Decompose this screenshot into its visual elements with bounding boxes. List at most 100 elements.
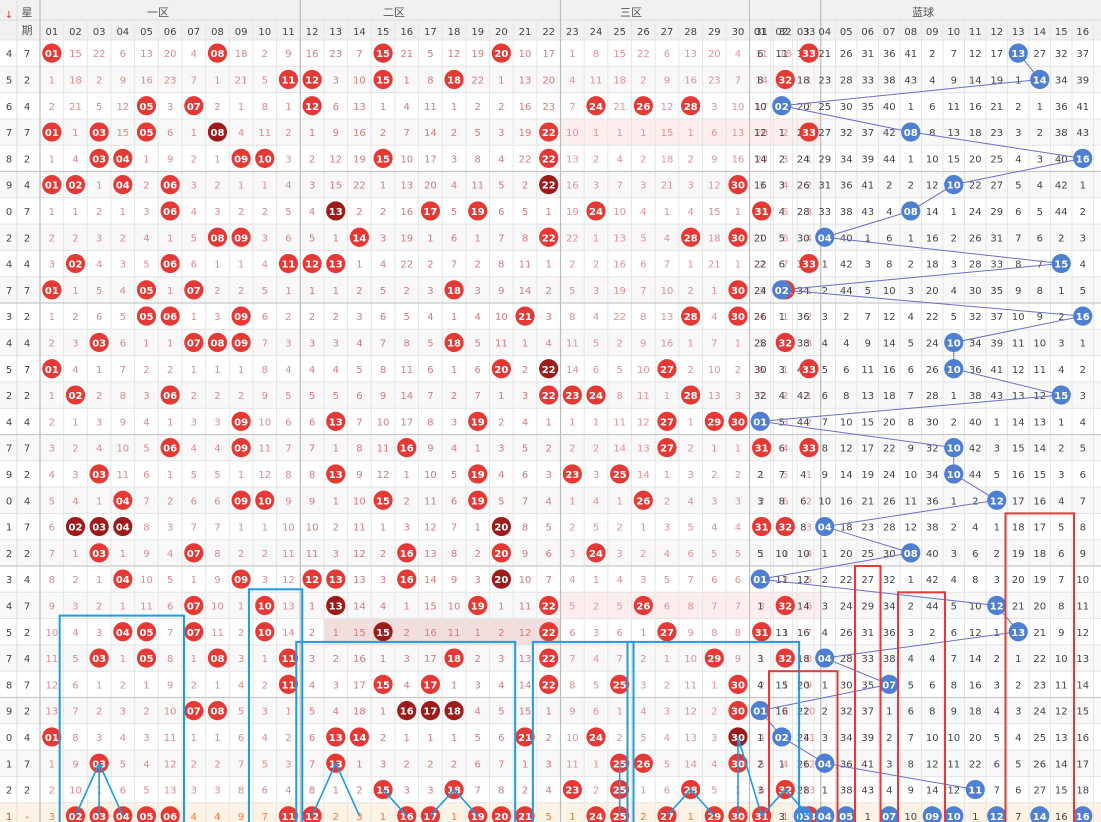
blue-omission-value: 14 [1012,417,1025,428]
blue-omission-value: 2 [1080,207,1086,218]
red-ball [231,438,251,458]
red-ball-number: 09 [234,444,248,455]
blue-omission-value: 27 [818,128,831,139]
omission-value: 2 [214,102,220,113]
blue-omission-value: 5 [757,549,763,560]
omission-value: 7 [238,759,244,770]
omission-value: 12 [329,154,342,165]
red-ball [728,227,748,247]
blue-ball-number: 01 [753,417,767,428]
red-ball [136,122,157,142]
red-ball-number: 08 [210,128,224,139]
omission-value: 4 [96,260,102,271]
omission-value: 8 [593,49,599,60]
omission-value: 8 [309,786,315,797]
blue-omission-value: 22 [754,260,767,271]
omission-value: 5 [96,102,102,113]
omission-value: 1 [569,417,575,428]
blue-omission-value: 4 [757,680,763,691]
omission-value: 2 [72,312,78,323]
omission-value: 4 [640,707,646,718]
blue-omission-value: 6 [1015,207,1021,218]
omission-value: 5 [616,601,622,612]
red-ball [775,69,795,90]
blue-ball [879,674,899,694]
omission-value: 16 [519,102,532,113]
blue-omission-value: 10 [926,733,939,744]
omission-value: 1 [214,680,220,691]
omission-value: 22 [613,312,626,323]
blue-omission-value: 28 [797,207,810,218]
blue-omission-value: 2 [1015,102,1021,113]
blue-omission-value: 6 [779,444,785,455]
blue-omission-value: 38 [883,75,896,86]
omission-value: 19 [566,207,579,218]
red-ball-number: 07 [187,601,201,612]
omission-value: 19 [519,128,532,139]
annotation-box-blue [247,588,304,822]
omission-value: 21 [613,102,626,113]
omission-value: 23 [164,75,177,86]
blue-omission-value: 20 [1033,601,1046,612]
omission-value: 11 [45,654,58,665]
red-ball-number: 27 [660,628,674,639]
omission-value: 11 [495,338,508,349]
omission-value: 3 [380,575,386,586]
omission-value: 8 [711,628,717,639]
weekday-value: 2 [24,628,30,639]
blue-omission-value: 4 [908,312,914,323]
omission-value: 1 [380,654,386,665]
omission-value: 3 [640,575,646,586]
omission-value: 5 [262,286,268,297]
red-ball [681,385,701,405]
red-ball [420,201,440,221]
blue-ball [750,569,770,589]
blue-omission-value: 27 [990,181,1003,192]
omission-value: 6 [758,786,764,797]
issue-number-suffix: 6 [6,102,12,113]
omission-value: 3 [96,628,102,639]
blue-omission-value: 3 [822,312,828,323]
omission-value: 4 [593,312,599,323]
blue-omission-value: 1 [1058,417,1064,428]
omission-value: 7 [806,628,812,639]
omission-value: 5 [309,391,315,402]
omission-value: 4 [143,759,149,770]
blue-ball [815,516,835,537]
omission-value: 3 [72,470,78,481]
red-ball [326,253,346,274]
omission-value: 10 [519,49,532,60]
blue-omission-value: 7 [865,312,871,323]
omission-value: 7 [191,75,197,86]
omission-value: 3 [143,733,149,744]
blue-omission-value: 1 [951,496,957,507]
blue-omission-value: 10 [883,286,896,297]
blue-omission-value: 3 [994,680,1000,691]
omission-value: 5 [309,707,315,718]
blue-omission-value: 2 [951,417,957,428]
blue-omission-value: 1 [822,549,828,560]
omission-value: 20 [164,49,177,60]
red-column-number: 14 [353,27,366,38]
blue-ball [1073,306,1093,326]
omission-value: 2 [72,575,78,586]
blue-omission-value: 30 [797,233,810,244]
blue-omission-value: 33 [990,260,1003,271]
blue-omission-value: 26 [754,312,767,323]
row-stripe [0,329,1101,356]
omission-value: 9 [262,391,268,402]
blue-omission-value: 9 [1058,628,1064,639]
blue-omission-value: 12 [926,759,939,770]
omission-value: 1 [72,549,78,560]
omission-value: 7 [687,575,693,586]
blue-ball-number: 13 [1011,49,1025,60]
omission-value: 1 [356,260,362,271]
annotation-connector [453,789,479,817]
omission-value: 15 [116,128,129,139]
blue-omission-value: 17 [861,444,874,455]
blue-omission-value: 2 [1037,128,1043,139]
blue-ball-number: 04 [818,654,832,665]
blue-omission-value: 12 [947,786,960,797]
blue-omission-value: 26 [969,233,982,244]
omission-value: 3 [593,470,599,481]
